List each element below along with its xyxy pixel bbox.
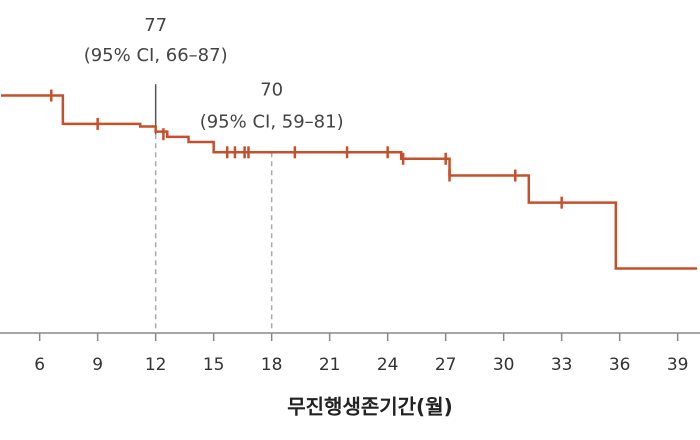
- x-tick-label: 18: [261, 355, 283, 375]
- x-tick-label: 21: [319, 355, 341, 375]
- x-tick-label: 12: [145, 355, 167, 375]
- x-tick-label: 39: [667, 355, 689, 375]
- x-tick-label: 15: [203, 355, 225, 375]
- x-tick-label: 24: [377, 355, 399, 375]
- x-tick-label: 30: [493, 355, 515, 375]
- x-tick-label: 33: [551, 355, 573, 375]
- annotation-ci: (95% CI, 59–81): [200, 111, 344, 132]
- annotation-ci: (95% CI, 66–87): [84, 45, 228, 66]
- annotation-value: 77: [144, 15, 167, 36]
- x-tick-label: 6: [34, 355, 45, 375]
- annotation-value: 70: [260, 79, 283, 100]
- x-tick-label: 9: [92, 355, 103, 375]
- x-tick-label: 27: [435, 355, 457, 375]
- survival-curve: [1, 94, 697, 270]
- x-axis-label: 무진행생존기간(월): [287, 395, 452, 419]
- x-tick-label: 36: [609, 355, 631, 375]
